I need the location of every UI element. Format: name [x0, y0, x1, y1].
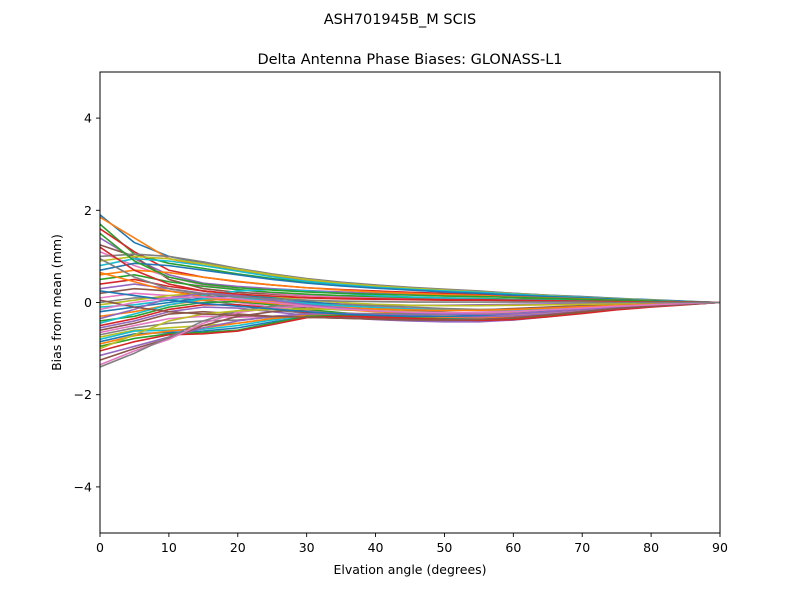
- series-line-s44: [100, 246, 720, 304]
- x-axis-ticks: 0 10 20 30 40 50 60 70 80 90: [96, 533, 728, 555]
- series-line-s48: [100, 257, 720, 304]
- y-tick-label: −4: [74, 479, 92, 494]
- x-tick-label: 20: [230, 540, 246, 555]
- figure-suptitle: ASH701945B_M SCIS: [324, 12, 477, 28]
- y-axis-label: Bias from mean (mm): [49, 234, 64, 371]
- x-tick-label: 40: [368, 540, 384, 555]
- series-line-s47: [100, 296, 720, 314]
- x-tick-label: 60: [505, 540, 521, 555]
- chart-title: Delta Antenna Phase Biases: GLONASS-L1: [257, 52, 562, 68]
- x-tick-label: 70: [574, 540, 590, 555]
- y-tick-label: −2: [74, 387, 92, 402]
- series-line-s46: [100, 299, 720, 321]
- x-tick-label: 30: [299, 540, 315, 555]
- series-line-s34: [100, 301, 720, 352]
- series-line-s11: [100, 262, 720, 304]
- y-tick-label: 0: [84, 295, 92, 310]
- x-tick-label: 50: [436, 540, 452, 555]
- series-line-s43: [100, 232, 720, 304]
- y-tick-label: 2: [84, 203, 92, 218]
- y-axis-ticks: −4 −2 0 2 4: [74, 111, 100, 494]
- x-axis-label: Elvation angle (degrees): [333, 562, 486, 577]
- x-tick-label: 10: [161, 540, 177, 555]
- series-layer: [100, 214, 720, 368]
- x-tick-label: 0: [96, 540, 104, 555]
- x-tick-label: 80: [643, 540, 659, 555]
- y-tick-label: 4: [84, 111, 92, 126]
- x-tick-label: 90: [712, 540, 728, 555]
